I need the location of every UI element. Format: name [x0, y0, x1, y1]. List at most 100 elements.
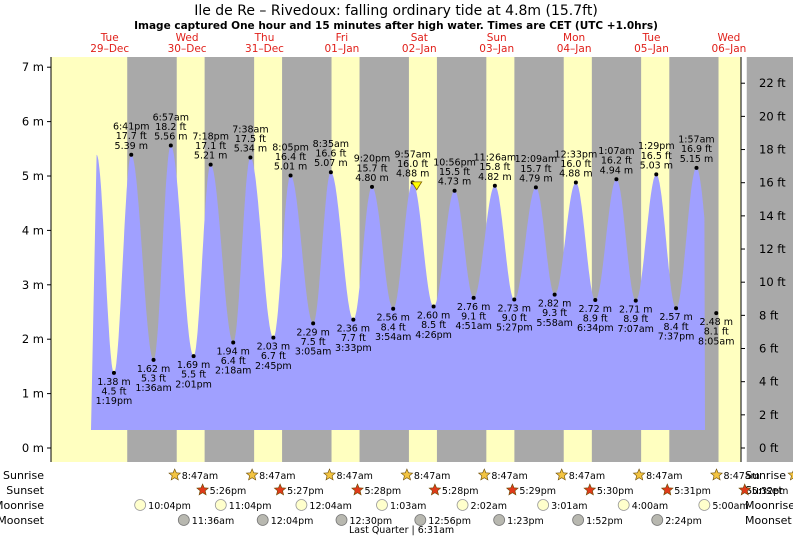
high-tide-label: 4.94 m: [600, 165, 633, 176]
high-tide-label: 4.82 m: [478, 172, 511, 183]
low-tide-label: 2.03 m: [257, 342, 290, 353]
moonset-icon: [256, 514, 269, 526]
sunrise-row-label-left: Sunrise: [3, 469, 44, 482]
night-band: [746, 57, 793, 462]
current-level-triangle: [410, 181, 423, 191]
low-tide-label: 6.7 ft: [261, 351, 286, 362]
high-tide-label: 5.21 m: [194, 151, 227, 162]
day-date-label: 06–Jan: [712, 43, 747, 55]
sunset-icon: [428, 483, 442, 496]
moonset-icon: [335, 514, 348, 526]
low-tide-label: 6:34pm: [577, 323, 614, 334]
low-tide-label: 2.48 m: [700, 317, 733, 328]
low-tide-label: 1.38 m: [97, 377, 130, 388]
moonrise-time: 1:03am: [390, 501, 426, 512]
moonrise-icon: [295, 499, 308, 511]
high-tide-label: 10:56pm: [433, 157, 476, 168]
moonset-row-label-right: Moonset: [745, 514, 792, 527]
high-tide-label: 17.7 ft: [116, 131, 147, 142]
moonrise-icon: [617, 499, 630, 511]
high-tide-label: 8:35am: [313, 139, 349, 150]
day-date-label: 04–Jan: [557, 43, 592, 55]
high-tide-label: 17.1 ft: [195, 141, 226, 152]
sunset-icon: [196, 483, 210, 496]
day-date-label: 30–Dec: [168, 43, 207, 55]
y-tick-label-ft: 8 ft: [759, 308, 779, 322]
sunset-time: 5:26pm: [210, 486, 247, 497]
low-tide-label: 1.69 m: [177, 360, 210, 371]
sunset-time: 5:28pm: [365, 486, 402, 497]
y-tick-label-m: 0 m: [22, 441, 44, 455]
moonrise-time: 2:02am: [471, 501, 507, 512]
day-date-label: 31–Dec: [245, 43, 284, 55]
low-tide-label: 2.73 m: [498, 303, 531, 314]
low-tide-label: 4:51am: [455, 321, 491, 332]
sunset-icon: [583, 483, 597, 496]
low-tide-label: 5.5 ft: [181, 370, 206, 381]
y-tick-label-ft: 18 ft: [759, 143, 786, 157]
high-tide-label: 1:29pm: [638, 141, 675, 152]
moonrise-icon: [214, 499, 227, 511]
tide-point: [654, 172, 659, 177]
low-tide-label: 1:36am: [135, 383, 171, 394]
high-tide-label: 4.73 m: [438, 177, 471, 188]
high-tide-label: 15.8 ft: [479, 162, 510, 173]
low-tide-label: 7:37pm: [658, 331, 695, 342]
y-tick-label-ft: 16 ft: [759, 176, 786, 190]
moonrise-time: 4:00am: [632, 501, 668, 512]
tide-point: [573, 180, 578, 185]
y-tick-label-m: 2 m: [22, 332, 44, 346]
sunrise-time: 8:47am: [182, 471, 218, 482]
y-tick-label-ft: 20 ft: [759, 109, 786, 123]
moonset-time: 1:23pm: [507, 516, 544, 527]
low-tide-label: 2.76 m: [457, 302, 490, 313]
sunset-time: 5:30pm: [597, 486, 634, 497]
moonrise-icon: [134, 499, 147, 511]
moonset-icon: [493, 514, 506, 526]
tide-point: [351, 317, 356, 322]
moonset-time: 12:04pm: [271, 516, 314, 527]
high-tide-label: 16.0 ft: [560, 159, 591, 170]
sun-moon-table: Sunrise Sunrise Sunset Sunset Moonrise Moonri…: [0, 468, 793, 536]
low-tide-label: 8.9 ft: [583, 314, 608, 325]
tide-point: [191, 354, 196, 359]
moonset-time: 2:24pm: [665, 516, 702, 527]
tide-point: [248, 155, 253, 160]
moonrise-time: 10:04pm: [148, 501, 191, 512]
moonrise-icon: [537, 499, 550, 511]
high-tide-label: 5.39 m: [115, 141, 148, 152]
moonset-icon: [177, 514, 190, 526]
day-date-label: 03–Jan: [479, 43, 514, 55]
sunrise-time: 8:47am: [259, 471, 295, 482]
sunset-time: 5:28pm: [442, 486, 479, 497]
day-header-labels: Tue29–DecWed30–DecThu31–DecFri01–JanSat0…: [90, 32, 746, 55]
day-name-label: Mon: [563, 32, 585, 44]
tide-point: [431, 304, 436, 309]
moonrise-time: 5:00am: [712, 501, 748, 512]
tide-point: [129, 152, 134, 157]
tide-point: [111, 370, 116, 375]
chart-title: Ile de Re – Rivedoux: falling ordinary t…: [194, 3, 598, 19]
y-tick-label-ft: 14 ft: [759, 209, 786, 223]
tide-point: [271, 335, 276, 340]
axes: 0 m 1 m 2 m 3 m 4 m 5 m 6 m 7 m 0 ft 2 ft 4 ft 6 ft…: [22, 57, 786, 462]
high-tide-label: 8:05pm: [272, 142, 309, 153]
low-tide-label: 9.0 ft: [502, 313, 527, 324]
moonset-row-label-left: Moonset: [0, 514, 45, 527]
low-tide-label: 9.1 ft: [461, 311, 486, 322]
low-tide-label: 5.3 ft: [141, 373, 166, 384]
sunrise-icon: [787, 470, 793, 481]
tide-point: [208, 162, 213, 167]
sunset-icon: [738, 483, 752, 496]
high-tide-label: 16.2 ft: [601, 156, 632, 167]
high-tide-label: 1:07am: [598, 146, 634, 157]
high-tide-label: 5.07 m: [314, 158, 347, 169]
high-tide-label: 17.5 ft: [235, 134, 266, 145]
low-tide-label: 2.29 m: [296, 327, 329, 338]
high-tide-label: 6:57am: [153, 112, 189, 123]
low-tide-label: 1.94 m: [216, 346, 249, 357]
moonset-icon: [414, 514, 427, 526]
y-tick-label-m: 5 m: [22, 169, 44, 183]
sunrise-time: 8:47am: [569, 471, 605, 482]
